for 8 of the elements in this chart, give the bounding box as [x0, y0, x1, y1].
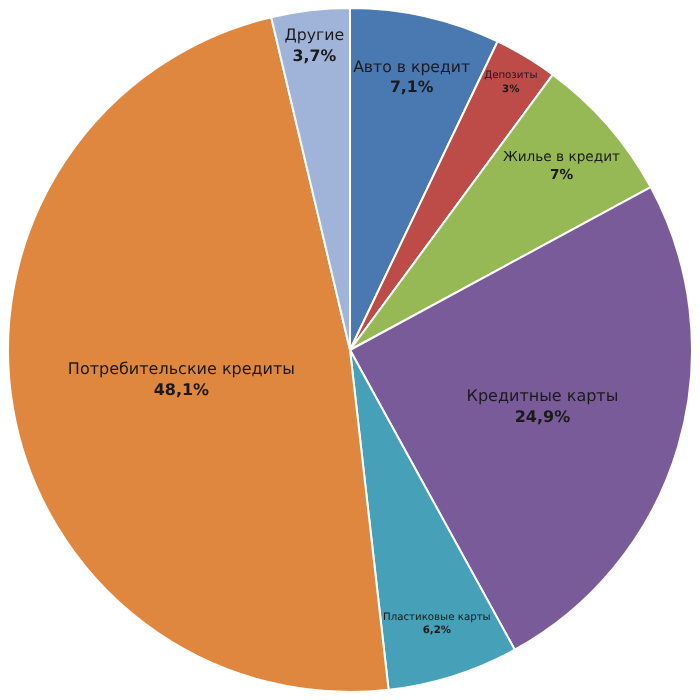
data-label: 24,9%	[514, 407, 571, 426]
data-label: 3,7%	[292, 46, 337, 65]
slice-label: Кредитные карты	[466, 387, 619, 406]
slice-label: Потребительские кредиты	[67, 360, 295, 379]
data-label: 7,1%	[389, 77, 434, 96]
data-label: 48,1%	[153, 380, 210, 399]
slice-label: Другие	[284, 26, 345, 45]
slice-label: Авто в кредит	[353, 57, 471, 76]
